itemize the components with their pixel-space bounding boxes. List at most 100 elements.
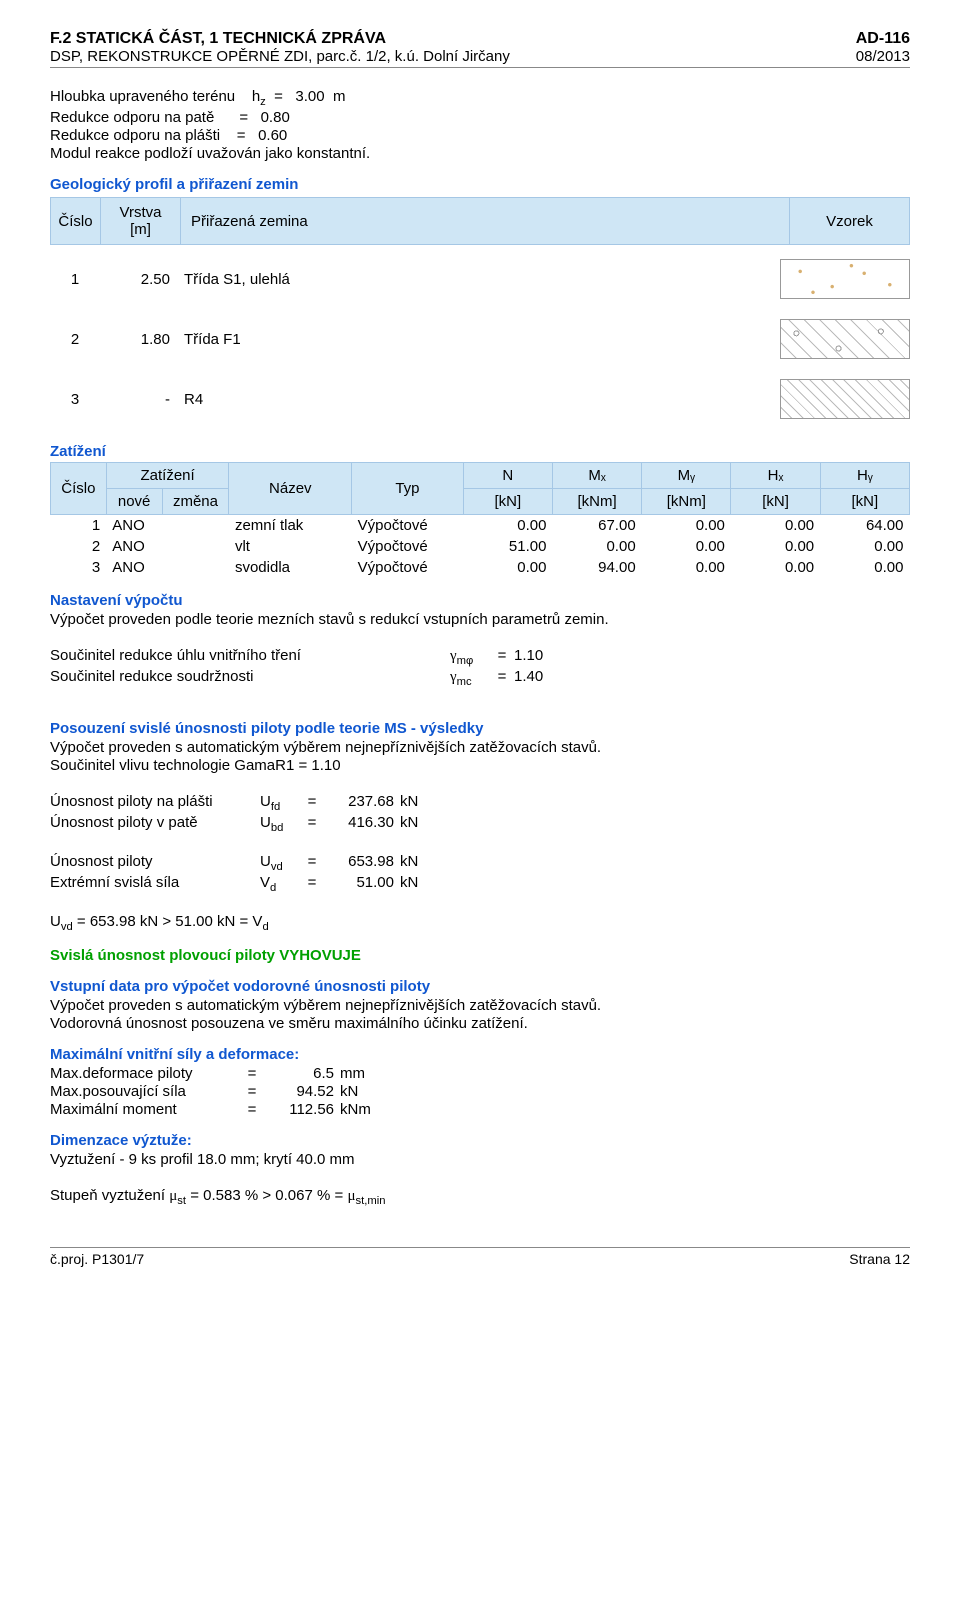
loads-h-cislo: Číslo — [51, 463, 107, 515]
load-zmena — [162, 536, 229, 557]
base-red-eq: = — [239, 109, 248, 126]
terrain-depth-sub: z — [260, 96, 266, 108]
geology-h-cislo: Číslo — [51, 198, 101, 245]
load-hx: 0.00 — [731, 536, 820, 557]
soil-swatch-icon — [780, 379, 910, 419]
uvd-sym: U — [260, 853, 271, 870]
c-sub: mc — [457, 676, 472, 688]
uvd-label: Únosnost piloty — [50, 853, 260, 870]
loads-h-hx-unit: [kN] — [731, 489, 820, 515]
phi-eq: = — [490, 647, 514, 664]
check-sub2: d — [262, 921, 268, 933]
vd-eq: = — [300, 874, 324, 891]
ubd-val: 416.30 — [324, 814, 394, 831]
mom-unit: kNm — [334, 1101, 371, 1118]
table-row: 1ANOzemní tlakVýpočtové0.0067.000.000.00… — [51, 515, 910, 537]
loads-h-hy-unit: [kN] — [820, 489, 909, 515]
terrain-depth-unit: m — [333, 88, 346, 105]
vd-unit: kN — [394, 874, 418, 891]
load-mx: 94.00 — [552, 557, 641, 578]
geology-zemina: R4 — [180, 391, 780, 408]
shaft-red-eq: = — [237, 127, 246, 144]
vertical-result: Svislá únosnost plovoucí piloty VYHOVUJE — [50, 947, 910, 964]
geology-vrstva: 2.50 — [100, 271, 180, 288]
load-hy: 0.00 — [820, 536, 909, 557]
mom-label: Maximální moment — [50, 1101, 240, 1118]
load-mx: 0.00 — [552, 536, 641, 557]
reinf-heading: Dimenzace výztuže: — [50, 1132, 910, 1149]
load-nazev: vlt — [229, 536, 352, 557]
ubd-sym: U — [260, 814, 271, 831]
loads-h-mx: Mₓ — [552, 463, 641, 489]
ufd-sym: U — [260, 793, 271, 810]
ufd-label: Únosnost piloty na plášti — [50, 793, 260, 810]
def-label: Max.deformace piloty — [50, 1065, 240, 1082]
ubd-unit: kN — [394, 814, 418, 831]
calc-setup-heading: Nastavení výpočtu — [50, 592, 910, 609]
geology-zemina: Třída F1 — [180, 331, 780, 348]
horizontal-heading: Vstupní data pro výpočet vodorovné únosn… — [50, 978, 910, 995]
soil-swatch-icon — [780, 319, 910, 359]
loads-table: Číslo Zatížení Název Typ N Mₓ Mᵧ Hₓ Hᵧ n… — [50, 462, 910, 578]
header-title-left: F.2 STATICKÁ ČÁST, 1 TECHNICKÁ ZPRÁVA — [50, 30, 386, 48]
phi-symbol: γ — [450, 648, 457, 664]
loads-h-n: N — [463, 463, 552, 489]
phi-label: Součinitel redukce úhlu vnitřního tření — [50, 647, 450, 664]
shear-eq: = — [240, 1083, 264, 1100]
shear-val: 94.52 — [264, 1083, 334, 1100]
load-zmena — [162, 515, 229, 537]
reinf-sub2: st,min — [355, 1195, 385, 1207]
ubd-eq: = — [300, 814, 324, 831]
header-sub-right: 08/2013 — [856, 48, 910, 65]
reinf-sub1: st — [177, 1195, 186, 1207]
table-row: 2ANOvltVýpočtové51.000.000.000.000.00 — [51, 536, 910, 557]
header-sub-left: DSP, REKONSTRUKCE OPĚRNÉ ZDI, parc.č. 1/… — [50, 48, 510, 65]
geology-cislo: 3 — [50, 391, 100, 408]
check-sub1: vd — [61, 921, 73, 933]
load-zat: ANO — [106, 515, 162, 537]
terrain-depth-eq: = — [274, 88, 283, 105]
loads-h-typ: Typ — [352, 463, 464, 515]
loads-h-hx: Hₓ — [731, 463, 820, 489]
load-zmena — [162, 557, 229, 578]
uvd-unit: kN — [394, 853, 418, 870]
footer-left: č.proj. P1301/7 — [50, 1251, 144, 1267]
ufd-val: 237.68 — [324, 793, 394, 810]
load-typ: Výpočtové — [352, 557, 464, 578]
def-eq: = — [240, 1065, 264, 1082]
c-eq: = — [490, 668, 514, 685]
table-row: 3ANOsvodidlaVýpočtové0.0094.000.000.000.… — [51, 557, 910, 578]
load-cislo: 3 — [51, 557, 107, 578]
geology-h-vzorek: Vzorek — [790, 198, 910, 245]
loads-h-zat-bot: nové — [106, 489, 162, 515]
uvd-val: 653.98 — [324, 853, 394, 870]
load-my: 0.00 — [642, 536, 731, 557]
loads-h-my-unit: [kNm] — [642, 489, 731, 515]
vd-sub: d — [270, 882, 276, 894]
geology-h-vrstva-top: Vrstva — [120, 204, 162, 221]
geology-header-table: Číslo Vrstva [m] Přiřazená zemina Vzorek — [50, 197, 910, 245]
vd-sym: V — [260, 874, 270, 891]
loads-h-hy: Hᵧ — [820, 463, 909, 489]
base-red-value: 0.80 — [261, 109, 290, 126]
load-zat: ANO — [106, 536, 162, 557]
c-label: Součinitel redukce soudržnosti — [50, 668, 450, 685]
geology-zemina: Třída S1, ulehlá — [180, 271, 780, 288]
load-hx: 0.00 — [731, 557, 820, 578]
load-mx: 67.00 — [552, 515, 641, 537]
vd-val: 51.00 — [324, 874, 394, 891]
ubd-sub: bd — [271, 822, 284, 834]
geology-h-vrstva-bot: [m] — [130, 221, 151, 238]
shaft-red-label: Redukce odporu na plášti — [50, 127, 220, 144]
geology-heading: Geologický profil a přiřazení zemin — [50, 176, 910, 193]
ufd-eq: = — [300, 793, 324, 810]
ufd-sub: fd — [271, 801, 280, 813]
vertical-note1: Výpočet proveden s automatickým výběrem … — [50, 739, 910, 756]
horizontal-note1: Výpočet proveden s automatickým výběrem … — [50, 997, 910, 1014]
loads-h-mx-unit: [kNm] — [552, 489, 641, 515]
calc-setup-note: Výpočet proveden podle teorie mezních st… — [50, 611, 910, 628]
check-text: = 653.98 kN > 51.00 kN = V — [73, 913, 263, 930]
loads-h-zat-top: Zatížení — [106, 463, 229, 489]
check-prefix: U — [50, 913, 61, 930]
geology-vrstva: 1.80 — [100, 331, 180, 348]
